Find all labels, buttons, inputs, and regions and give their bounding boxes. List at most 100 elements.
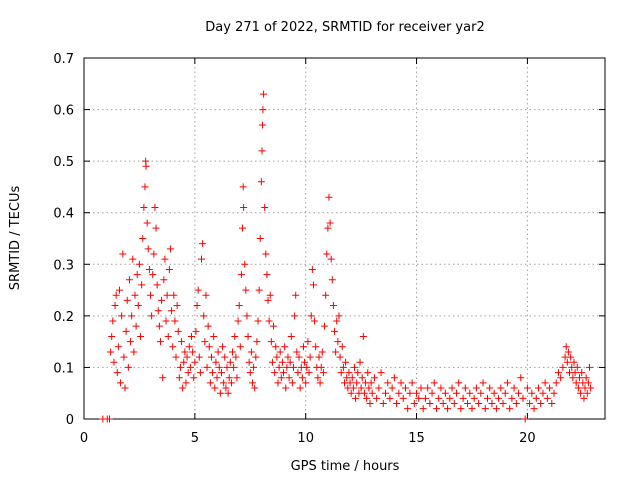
data-point [295,353,303,361]
data-point [331,327,339,335]
data-point [337,369,345,377]
data-point [377,369,385,377]
data-point [512,400,520,408]
data-point [574,384,582,392]
data-point [156,338,164,346]
data-point [404,405,412,413]
data-point [245,358,253,366]
data-point [356,358,364,366]
data-point [216,389,224,397]
data-point [276,348,284,356]
data-point [164,332,172,340]
data-point [306,353,314,361]
data-point [284,353,292,361]
data-point [209,369,217,377]
data-point [479,379,487,387]
data-point [282,384,290,392]
data-point [201,338,209,346]
data-point [523,384,531,392]
data-point [582,374,590,382]
data-point [321,322,329,330]
data-point [280,369,288,377]
data-point [237,271,245,279]
data-point [349,384,357,392]
data-point [149,271,157,279]
data-point [446,394,454,402]
data-point [194,286,202,294]
data-point [257,178,265,186]
data-point [195,353,203,361]
data-point [439,400,447,408]
data-point [302,379,310,387]
data-point [437,384,445,392]
data-point [211,384,219,392]
data-point [290,363,298,371]
data-point [430,379,438,387]
data-point [294,369,302,377]
data-point [532,394,540,402]
data-point [193,302,201,310]
data-point [240,204,248,212]
data-point [132,322,140,330]
data-point [483,394,491,402]
data-point [190,374,198,382]
data-point [307,312,315,320]
y-tick-label: 0.2 [53,310,74,325]
data-point [153,281,161,289]
data-point [283,363,291,371]
plot-frame [83,57,606,420]
data-point [142,162,150,170]
data-point [546,384,554,392]
data-point [246,369,254,377]
data-point [119,250,127,258]
data-point [199,240,207,248]
data-point [375,384,383,392]
data-point [316,379,324,387]
data-point [170,291,178,299]
data-point [559,363,567,371]
data-point [154,307,162,315]
data-point [510,384,518,392]
data-point [206,379,214,387]
data-point [406,389,414,397]
data-point [171,317,179,325]
data-point [327,255,335,263]
data-point [225,374,233,382]
data-point [353,379,361,387]
data-point [530,405,538,413]
data-point [303,363,311,371]
data-point [219,343,227,351]
data-point [242,286,250,294]
x-tick-label: 0 [80,431,88,446]
data-point [348,374,356,382]
data-point [118,312,126,320]
data-point [112,291,120,299]
data-point [117,379,125,387]
data-point [271,369,279,377]
data-point [345,369,353,377]
y-tick-label: 0.5 [53,155,74,170]
data-point [109,317,117,325]
data-point [426,400,434,408]
data-point [213,374,221,382]
data-point [424,384,432,392]
data-point [441,389,449,397]
data-point [539,389,547,397]
data-point [192,327,200,335]
data-point [285,374,293,382]
data-point [318,348,326,356]
data-point [140,204,148,212]
data-point [554,369,562,377]
data-point [332,348,340,356]
data-point [202,291,210,299]
data-point [309,281,317,289]
data-point [317,363,325,371]
data-point [110,358,118,366]
data-point [585,363,593,371]
y-tick-label: 0.7 [53,52,74,67]
data-point [264,296,272,304]
data-point [417,384,425,392]
data-point [359,332,367,340]
data-point [339,363,347,371]
data-point [151,204,159,212]
